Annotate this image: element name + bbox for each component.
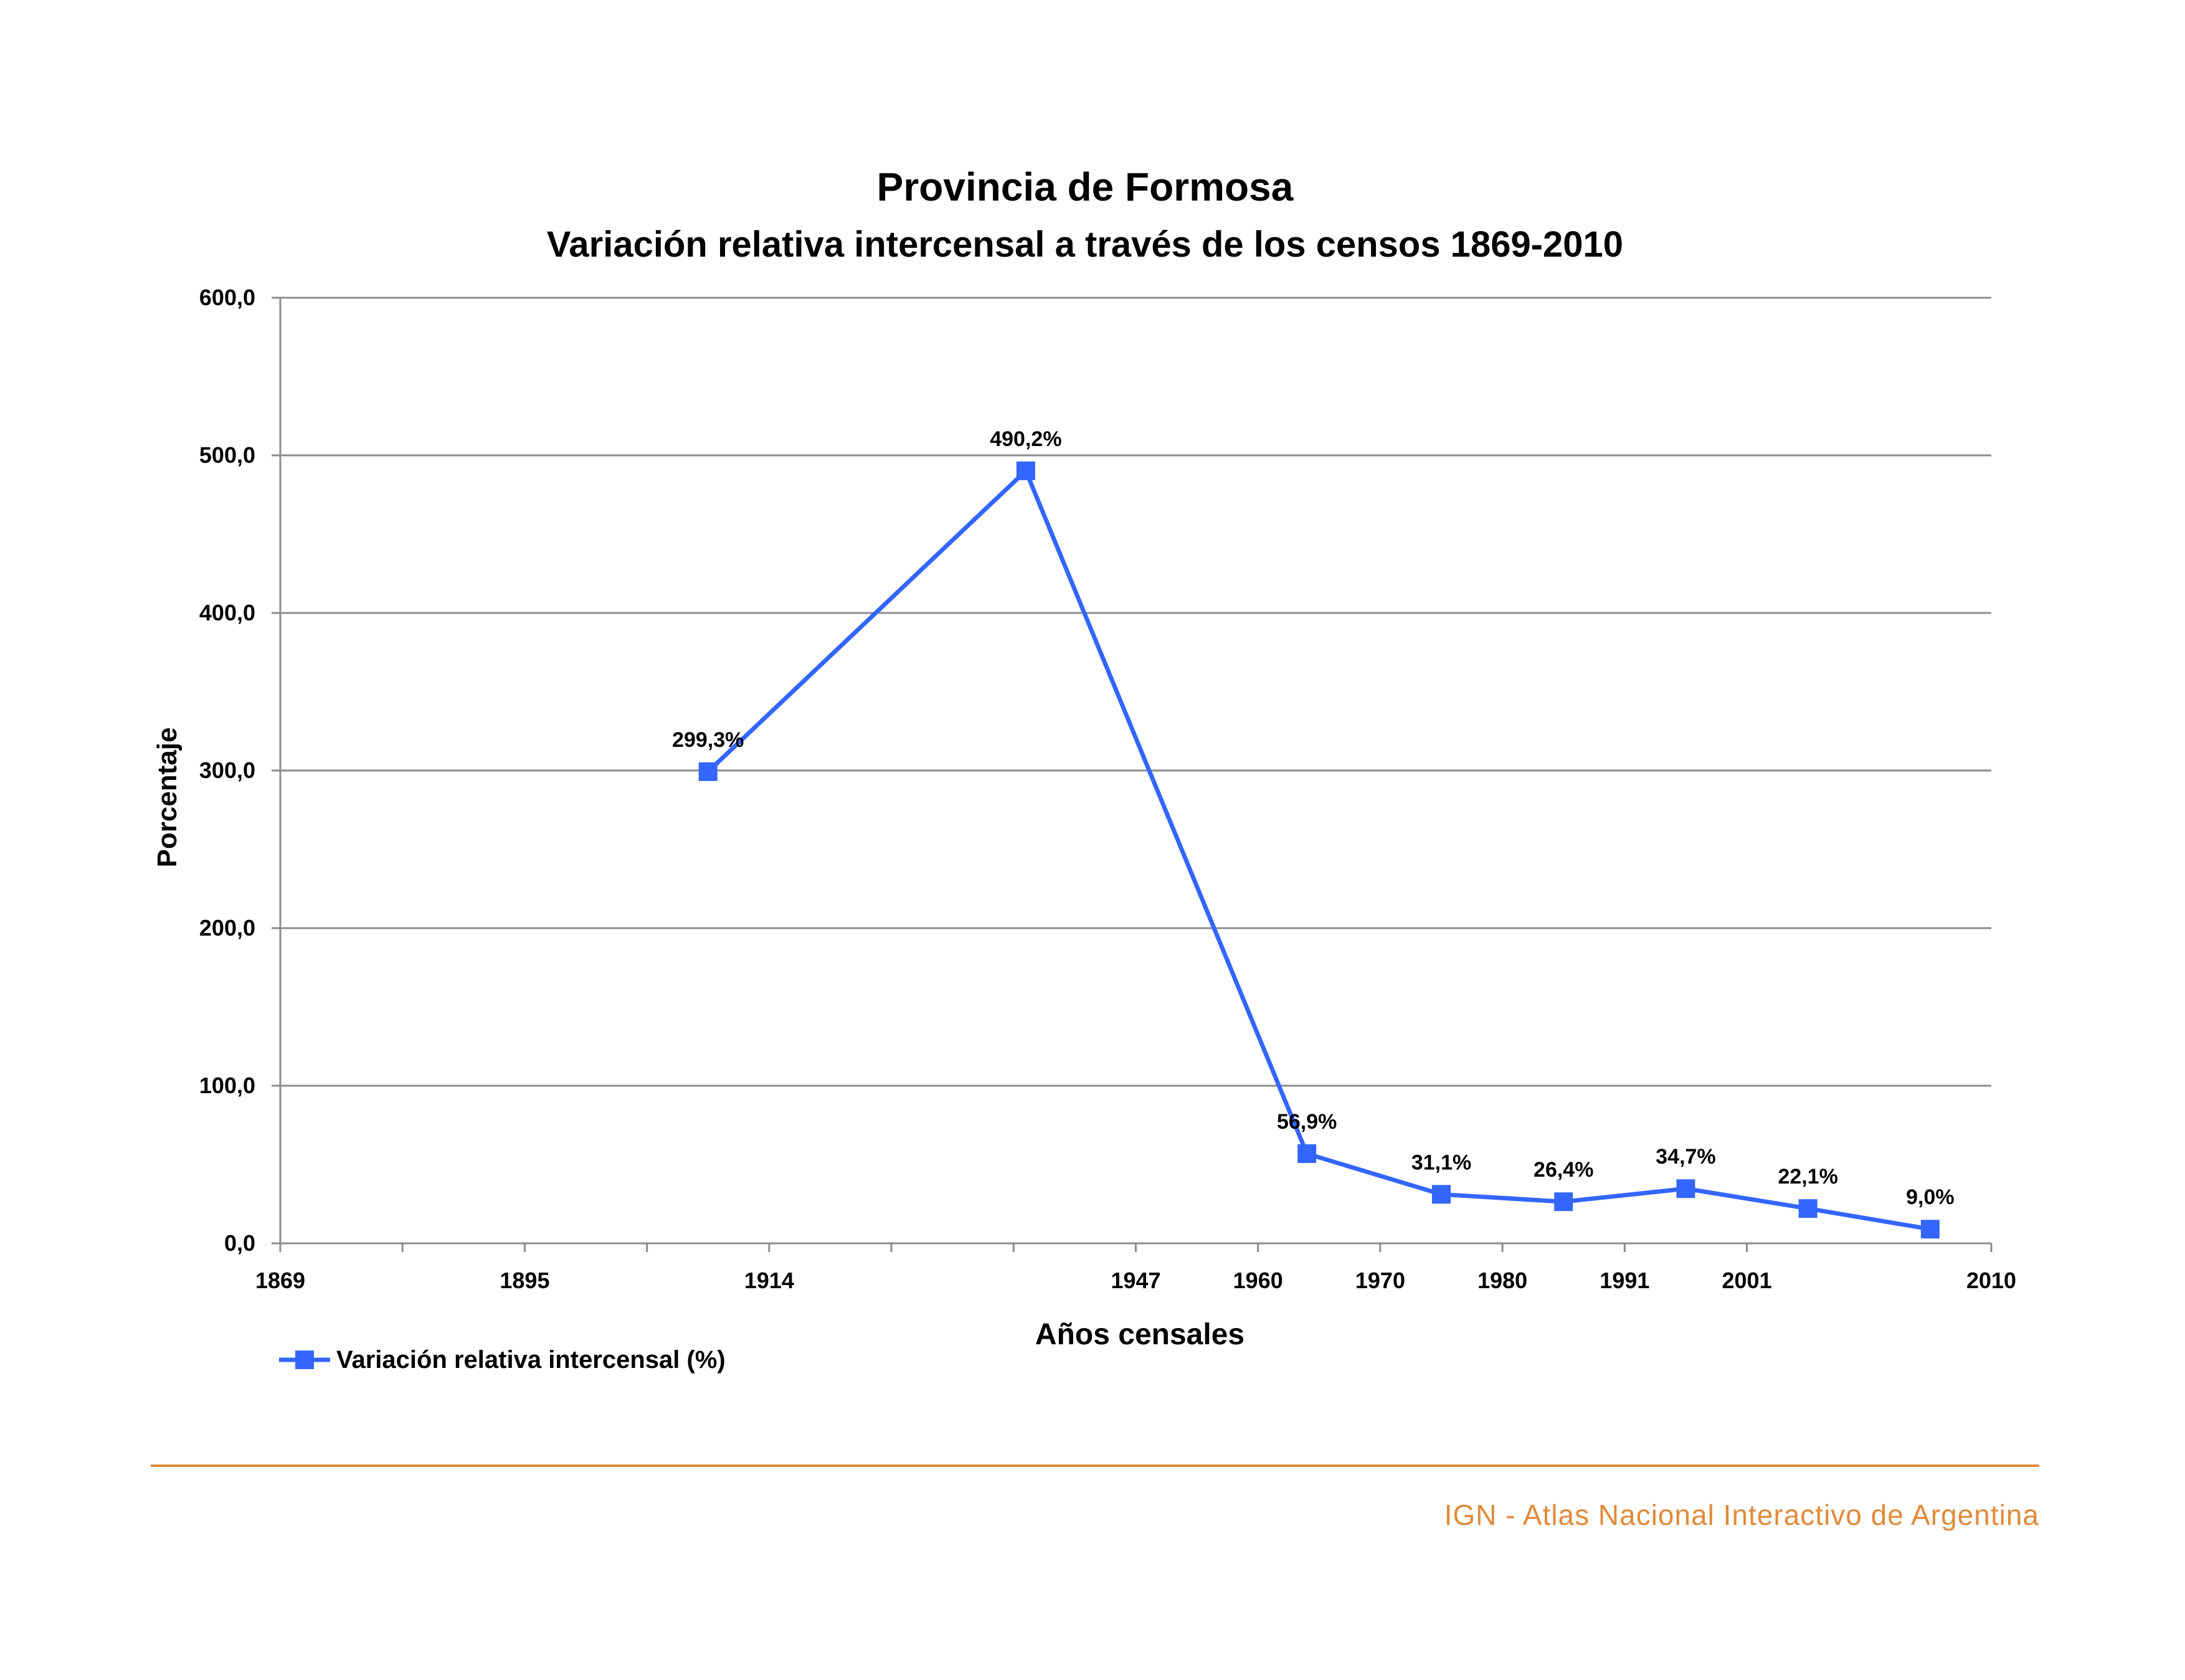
x-tick-label: 1980 bbox=[1477, 1268, 1527, 1293]
x-tick-label: 1869 bbox=[255, 1268, 305, 1293]
y-tick-label: 300,0 bbox=[199, 757, 255, 783]
y-tick-label: 100,0 bbox=[199, 1073, 255, 1098]
x-tick-label: 1947 bbox=[1111, 1268, 1160, 1293]
data-label: 26,4% bbox=[1533, 1158, 1593, 1182]
data-label: 56,9% bbox=[1277, 1110, 1337, 1134]
data-point-marker bbox=[698, 762, 718, 781]
legend: Variación relativa intercensal (%) bbox=[279, 1346, 726, 1374]
data-labels: 299,3% 490,2% 56,9% 31,1% 26,4% 34,7% 22,1% 9,0… bbox=[672, 427, 1955, 1209]
data-label: 9,0% bbox=[1906, 1185, 1955, 1209]
series bbox=[698, 461, 1940, 1239]
x-tick-label: 1991 bbox=[1600, 1268, 1649, 1293]
chart-subtitle: Variación relativa intercensal a través … bbox=[547, 224, 1623, 265]
series-line bbox=[706, 468, 1931, 1232]
x-tick-label: 1960 bbox=[1233, 1268, 1283, 1293]
legend-marker-icon bbox=[295, 1350, 314, 1369]
x-tick-label: 2001 bbox=[1722, 1268, 1772, 1293]
data-point-marker bbox=[1798, 1199, 1818, 1218]
y-tick-label: 600,0 bbox=[199, 285, 255, 310]
data-label: 31,1% bbox=[1411, 1151, 1471, 1174]
y-tick-label: 0,0 bbox=[224, 1230, 255, 1256]
x-tick-label: 1914 bbox=[744, 1268, 794, 1293]
y-tick-label: 500,0 bbox=[199, 442, 255, 468]
data-label: 34,7% bbox=[1656, 1145, 1715, 1169]
data-point-marker bbox=[1432, 1185, 1451, 1204]
legend-label: Variación relativa intercensal (%) bbox=[336, 1346, 726, 1374]
data-point-marker bbox=[1297, 1144, 1317, 1164]
y-tick-label: 200,0 bbox=[199, 915, 255, 941]
y-tick-labels: 0,0 100,0 200,0 300,0 400,0 500,0 600,0 bbox=[199, 285, 255, 1256]
y-tick-label: 400,0 bbox=[199, 600, 255, 625]
y-axis-title: Porcentaje bbox=[152, 728, 182, 868]
data-point-marker bbox=[1676, 1179, 1695, 1198]
data-point-marker bbox=[1554, 1192, 1573, 1212]
data-point-marker bbox=[1920, 1220, 1940, 1239]
x-tick-label: 1895 bbox=[500, 1268, 549, 1293]
gridlines bbox=[280, 297, 1991, 1087]
data-label: 490,2% bbox=[990, 427, 1061, 451]
chart-title: Provincia de Formosa bbox=[877, 164, 1294, 209]
x-tick-label: 1970 bbox=[1355, 1268, 1405, 1293]
data-label: 299,3% bbox=[672, 728, 744, 752]
x-tick-label: 2010 bbox=[1966, 1268, 2016, 1293]
x-tick-labels: 1869 1895 1914 1947 1960 1970 1980 1991 2001 2010 bbox=[255, 1268, 2016, 1293]
data-point-marker bbox=[1016, 461, 1035, 480]
axes bbox=[272, 297, 1993, 1252]
footer-credit: IGN - Atlas Nacional Interactivo de Arge… bbox=[1444, 1499, 2039, 1531]
data-label: 22,1% bbox=[1778, 1165, 1837, 1189]
x-axis-title: Años censales bbox=[1035, 1318, 1244, 1351]
